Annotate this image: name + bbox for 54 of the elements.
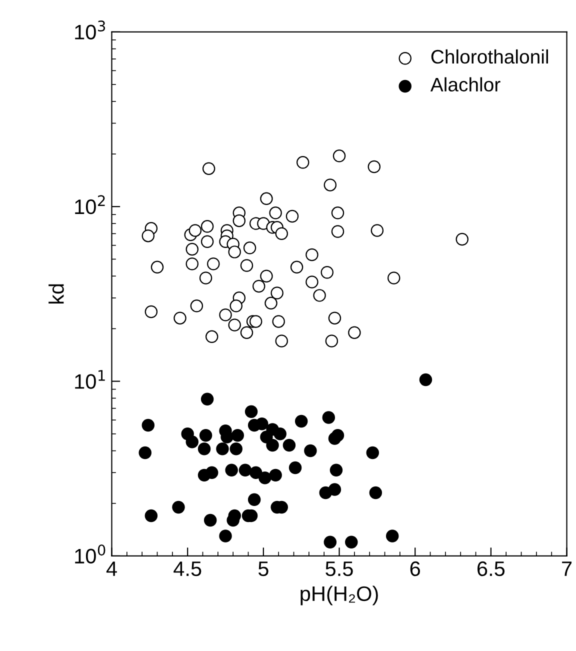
x-tick-label: 4 (106, 562, 117, 576)
point (274, 427, 286, 440)
point (200, 392, 214, 406)
x-axis-title: pH(H₂O) (300, 586, 378, 606)
point (330, 464, 343, 476)
point (244, 405, 258, 418)
x-tick-label: 5 (258, 562, 268, 576)
point (366, 446, 379, 460)
point (304, 444, 317, 458)
point (322, 411, 336, 424)
point (369, 486, 382, 500)
point (266, 438, 279, 452)
point (238, 464, 252, 476)
point (199, 429, 212, 442)
x-tick-label: 5.5 (326, 562, 353, 576)
x-tick-label: 6.5 (478, 561, 505, 576)
point (228, 509, 241, 522)
point (205, 466, 218, 479)
point (172, 500, 185, 514)
x-tick-label: 6 (410, 561, 420, 576)
point (219, 530, 232, 542)
point (386, 530, 399, 542)
point (231, 429, 244, 442)
point (419, 373, 432, 386)
point (186, 435, 198, 448)
point (204, 514, 217, 527)
point (324, 536, 337, 548)
point (248, 493, 261, 506)
point (256, 418, 268, 430)
point (249, 466, 262, 479)
point (225, 464, 238, 476)
point (198, 442, 211, 456)
point (216, 442, 229, 456)
point (345, 536, 358, 548)
point (269, 468, 282, 482)
y-tick-label: 10$^{2}$ (75, 195, 105, 214)
point (294, 414, 308, 428)
point (282, 438, 296, 452)
y-tick-label: 10$^{3}$ (75, 20, 106, 40)
y-axis-title: kd (48, 284, 64, 304)
x-tick-label: 7 (562, 562, 572, 576)
point (230, 442, 242, 456)
point (328, 432, 342, 445)
point (138, 446, 152, 460)
y-tick-label: 10$^{0}$ (75, 544, 106, 564)
point (258, 471, 272, 484)
point (319, 486, 332, 500)
legend-label: Chlorothalonil (431, 49, 548, 64)
y-tick-label: 10$^{1}$ (75, 370, 105, 389)
legend-label: Alachlor (430, 77, 500, 92)
x-tick-label: 4.5 (174, 562, 202, 576)
point (142, 418, 155, 432)
point (288, 461, 302, 474)
point (144, 509, 158, 522)
